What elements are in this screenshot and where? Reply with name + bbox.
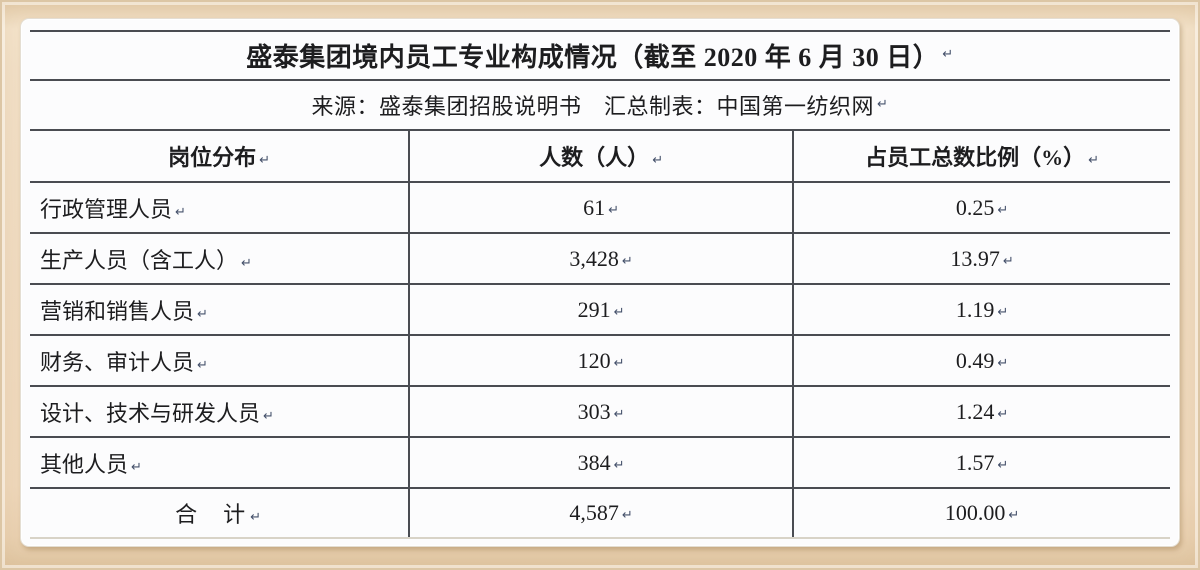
paragraph-mark-icon: ↵ [1088,153,1100,168]
table-row: 其他人员 ↵ 384 ↵ 1.57 ↵ [30,437,1170,489]
column-header-headcount: 人数（人） ↵ [409,130,795,183]
cell-headcount: 120 ↵ [409,335,795,387]
table-row: 生产人员（含工人） ↵ 3,428 ↵ 13.97 ↵ [30,233,1170,285]
table-title: 盛泰集团境内员工专业构成情况（截至 2020 年 6 月 30 日） ↵ [30,30,1170,81]
paragraph-mark-icon: ↵ [613,355,625,371]
cell-percent: 1.57 ↵ [793,437,1170,489]
source-line: 来源：盛泰集团招股说明书 汇总制表：中国第一纺织网 ↵ [30,81,1170,129]
header-row: 岗位分布 ↵ 人数（人） ↵ 占员工总数比例（%） ↵ [30,130,1170,183]
cell-text: 财务、审计人员 [40,349,195,375]
paragraph-mark-icon: ↵ [197,306,208,322]
paragraph-mark-icon: ↵ [131,459,142,475]
cell-headcount: 61 ↵ [409,182,795,234]
source-line-text: 来源：盛泰集团招股说明书 汇总制表：中国第一纺织网 [311,94,875,119]
paragraph-mark-icon: ↵ [997,406,1009,422]
cell-text: 其他人员 [40,451,129,477]
employee-composition-table: 岗位分布 ↵ 人数（人） ↵ 占员工总数比例（%） ↵ 行政管理人员 ↵ 61 ↵ 0.2… [30,129,1170,539]
cell-text: 3,428 [569,245,619,271]
paragraph-mark-icon: ↵ [1002,253,1014,269]
cell-text: 303 [577,398,611,424]
table-row: 营销和销售人员 ↵ 291 ↵ 1.19 ↵ [30,284,1170,336]
column-header-label: 人数（人） [539,145,650,170]
cell-position: 生产人员（含工人） ↵ [30,233,411,285]
cell-text: 384 [577,449,611,475]
paragraph-mark-icon: ↵ [1008,508,1020,523]
cell-position: 其他人员 ↵ [30,437,411,489]
table-row: 行政管理人员 ↵ 61 ↵ 0.25 ↵ [30,182,1170,234]
paragraph-mark-icon: ↵ [613,457,625,473]
table-row: 财务、审计人员 ↵ 120 ↵ 0.49 ↵ [30,335,1170,387]
paragraph-mark-icon: ↵ [621,508,633,523]
cell-text: 营销和销售人员 [40,298,195,324]
paragraph-mark-icon: ↵ [175,204,186,220]
column-header-label: 占员工总数比例（%） [865,145,1086,170]
cell-position: 设计、技术与研发人员 ↵ [30,386,411,438]
cell-percent: 0.25 ↵ [793,182,1170,234]
cell-text: 行政管理人员 [40,196,173,222]
paragraph-mark-icon: ↵ [250,510,263,525]
cell-text: 1.19 [955,296,995,322]
column-header-label: 岗位分布 [168,145,257,170]
cell-text: 0.49 [955,347,995,373]
table-row: 设计、技术与研发人员 ↵ 303 ↵ 1.24 ↵ [30,386,1170,438]
cell-position: 财务、审计人员 ↵ [30,335,411,387]
cell-text: 291 [577,296,611,322]
document-panel: 盛泰集团境内员工专业构成情况（截至 2020 年 6 月 30 日） ↵ 来源：盛… [20,18,1180,547]
total-label: 合 计 ↵ [30,488,411,539]
cell-percent: 1.24 ↵ [793,386,1170,438]
paragraph-mark-icon: ↵ [613,304,625,320]
cell-text: 4,587 [569,500,619,525]
paragraph-mark-icon: ↵ [997,355,1009,371]
paragraph-mark-icon: ↵ [652,153,664,168]
cell-text: 设计、技术与研发人员 [40,400,261,426]
cell-percent: 13.97 ↵ [793,233,1170,285]
column-header-percent: 占员工总数比例（%） ↵ [793,130,1170,183]
paragraph-mark-icon: ↵ [942,47,954,62]
paragraph-mark-icon: ↵ [877,96,889,112]
paragraph-mark-icon: ↵ [263,408,274,424]
total-percent: 100.00 ↵ [793,488,1170,539]
paragraph-mark-icon: ↵ [197,357,208,373]
total-row: 合 计 ↵ 4,587 ↵ 100.00 ↵ [30,488,1170,539]
cell-headcount: 291 ↵ [409,284,795,336]
cell-position: 营销和销售人员 ↵ [30,284,411,336]
cell-text: 1.57 [955,449,995,475]
cell-position: 行政管理人员 ↵ [30,182,411,234]
cell-headcount: 3,428 ↵ [409,233,795,285]
table-title-text: 盛泰集团境内员工专业构成情况（截至 2020 年 6 月 30 日） [246,43,940,72]
paragraph-mark-icon: ↵ [241,255,252,271]
total-headcount: 4,587 ↵ [409,488,795,539]
cell-text: 13.97 [950,245,1000,271]
paragraph-mark-icon: ↵ [613,406,625,422]
paragraph-mark-icon: ↵ [997,457,1009,473]
cell-text: 合 计 [175,502,248,527]
cell-text: 120 [577,347,611,373]
cell-percent: 1.19 ↵ [793,284,1170,336]
paragraph-mark-icon: ↵ [621,253,633,269]
cell-text: 1.24 [955,398,995,424]
cell-headcount: 303 ↵ [409,386,795,438]
cell-percent: 0.49 ↵ [793,335,1170,387]
cell-text: 61 [583,194,606,220]
paragraph-mark-icon: ↵ [259,153,270,168]
paragraph-mark-icon: ↵ [997,304,1009,320]
cell-text: 生产人员（含工人） [40,247,239,273]
cell-text: 100.00 [944,500,1006,525]
cell-text: 0.25 [955,194,995,220]
paragraph-mark-icon: ↵ [997,202,1009,218]
cell-headcount: 384 ↵ [409,437,795,489]
paragraph-mark-icon: ↵ [608,202,620,218]
column-header-position: 岗位分布 ↵ [30,130,411,183]
